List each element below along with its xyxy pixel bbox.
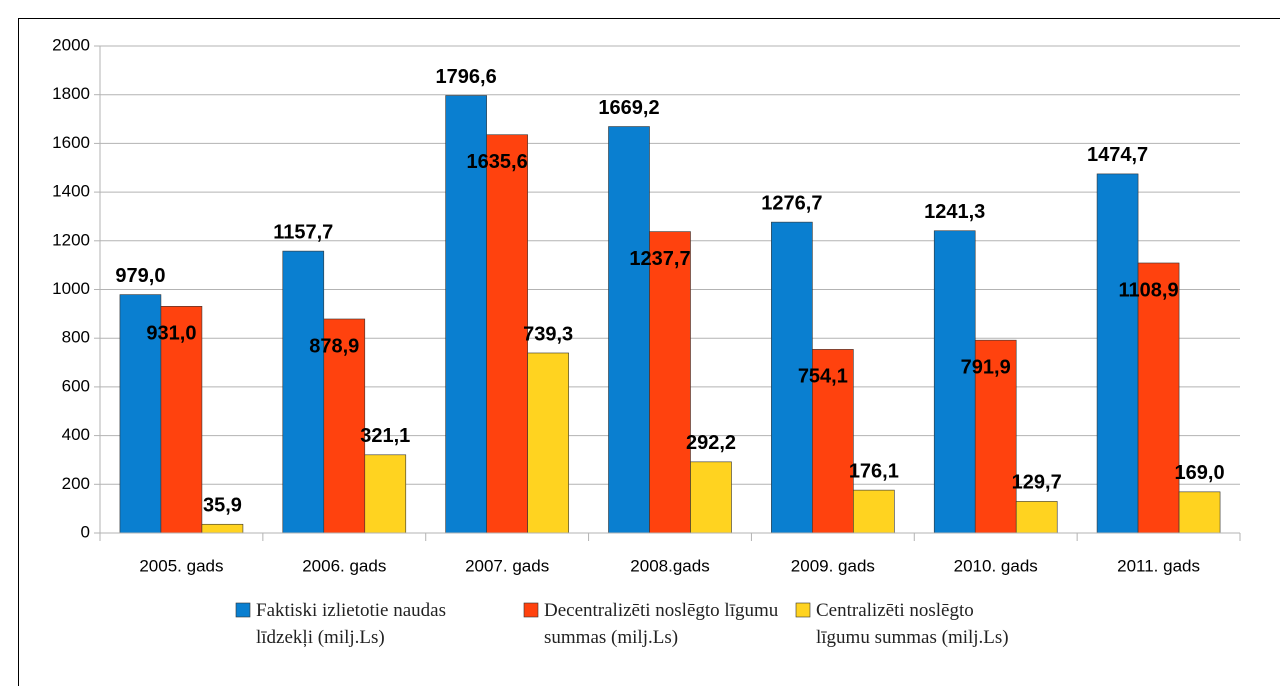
- value-label: 1635,6: [467, 151, 528, 173]
- y-tick-label: 200: [62, 474, 90, 493]
- x-tick-label: 2005. gads: [139, 556, 223, 575]
- x-tick-label: 2006. gads: [302, 556, 386, 575]
- value-label: 1474,7: [1087, 144, 1148, 166]
- value-label: 292,2: [686, 432, 736, 454]
- bar: [1096, 173, 1139, 534]
- value-label: 35,9: [203, 495, 242, 517]
- value-label: 1241,3: [924, 201, 985, 223]
- value-label: 979,0: [115, 265, 165, 287]
- y-tick-label: 0: [81, 522, 90, 541]
- value-label: 1669,2: [598, 97, 659, 119]
- y-tick-label: 800: [62, 328, 90, 347]
- bar: [119, 294, 162, 534]
- value-label: 321,1: [360, 425, 410, 447]
- value-label: 1237,7: [629, 248, 690, 270]
- y-tick-label: 1000: [52, 279, 90, 298]
- x-tick-label: 2009. gads: [791, 556, 875, 575]
- bar: [812, 349, 854, 534]
- bar: [649, 231, 691, 534]
- bar: [323, 318, 366, 534]
- x-tick-label: 2007. gads: [465, 556, 549, 575]
- legend-swatch: [523, 602, 539, 618]
- bar: [690, 461, 732, 534]
- bar: [974, 339, 1017, 534]
- value-label: 931,0: [146, 323, 196, 345]
- bar: [201, 523, 244, 534]
- value-label: 1796,6: [436, 66, 497, 88]
- value-label: 129,7: [1012, 472, 1062, 494]
- bar: [527, 352, 569, 534]
- y-tick-label: 1600: [52, 133, 90, 152]
- value-label: 754,1: [798, 366, 848, 388]
- bar: [160, 306, 203, 534]
- y-tick-label: 2000: [52, 35, 90, 54]
- value-label: 1108,9: [1119, 279, 1179, 301]
- bar: [933, 230, 976, 534]
- bar: [608, 126, 650, 534]
- bar: [1137, 262, 1180, 534]
- y-tick-label: 600: [62, 376, 90, 395]
- value-label: 169,0: [1175, 462, 1225, 484]
- value-label: 791,9: [961, 356, 1011, 378]
- frame: [18, 18, 1280, 686]
- bar: [445, 95, 487, 534]
- value-label: 176,1: [849, 460, 899, 482]
- value-label: 739,3: [523, 323, 573, 345]
- bar: [486, 134, 528, 534]
- bar: [1015, 501, 1058, 534]
- bar: [1178, 491, 1221, 534]
- legend-label: Decentralizēti noslēgto līgumu summas (m…: [544, 600, 779, 648]
- bar: [364, 454, 407, 534]
- value-label: 1157,7: [273, 221, 333, 243]
- bar: [853, 489, 895, 534]
- legend-label: Faktiski izlietotie naudas līdzekļi (mil…: [256, 600, 446, 648]
- legend-label: Centralizēti noslēgto līgumu summas (mil…: [816, 600, 1009, 648]
- bar: [771, 221, 813, 534]
- y-tick-label: 400: [62, 425, 90, 444]
- x-tick-label: 2008.gads: [630, 556, 709, 575]
- y-tick-label: 1200: [52, 230, 90, 249]
- legend-swatch: [235, 602, 251, 618]
- legend-swatch: [795, 602, 811, 618]
- y-tick-label: 1800: [52, 84, 90, 103]
- bar: [282, 250, 325, 534]
- x-tick-label: 2010. gads: [954, 556, 1038, 575]
- x-tick-label: 2011. gads: [1117, 556, 1200, 575]
- value-label: 878,9: [309, 335, 359, 357]
- value-label: 1276,7: [761, 192, 822, 214]
- y-tick-label: 1400: [52, 182, 90, 201]
